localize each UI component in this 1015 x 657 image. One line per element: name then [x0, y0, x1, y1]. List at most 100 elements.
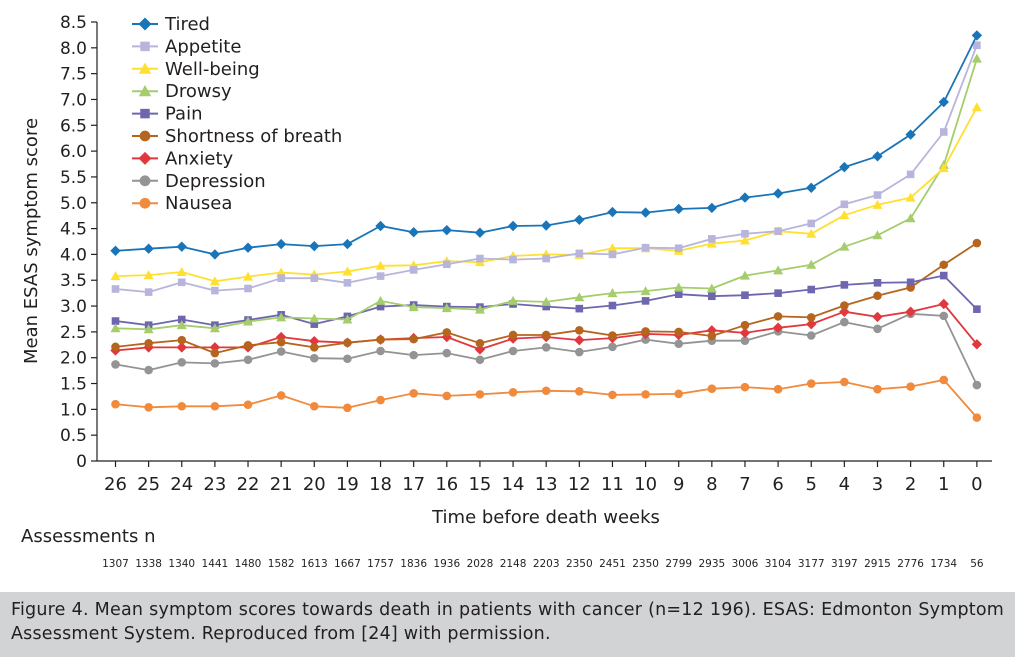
- data-point-drowsy: [508, 295, 519, 305]
- data-point-drowsy: [408, 302, 419, 312]
- data-point-tired: [673, 203, 684, 215]
- data-point-depression: [144, 365, 153, 375]
- x-tick-label: 2: [905, 474, 916, 495]
- data-point-depression: [111, 360, 120, 369]
- data-point-pain: [939, 271, 948, 280]
- data-point-appetite: [608, 250, 617, 259]
- assessment-count: 2451: [599, 558, 626, 570]
- data-point-appetite: [177, 278, 186, 287]
- data-point-shortness-of-breath: [939, 260, 949, 270]
- data-point-tired: [607, 206, 618, 218]
- y-tick-label: 5.0: [60, 194, 87, 214]
- legend-item-drowsy: Drowsy: [132, 81, 232, 102]
- data-point-depression: [475, 355, 485, 365]
- assessment-count: 3006: [732, 558, 759, 570]
- data-point-anxiety: [938, 298, 949, 310]
- x-tick-label: 6: [772, 474, 783, 495]
- data-point-appetite: [973, 41, 981, 50]
- data-point-drowsy: [309, 313, 320, 323]
- data-point-tired: [540, 220, 552, 231]
- assessment-count: 2915: [864, 558, 891, 570]
- data-point-anxiety: [971, 339, 983, 350]
- data-point-appetite: [575, 249, 584, 258]
- legend-label: Shortness of breath: [165, 126, 342, 147]
- data-point-depression: [939, 311, 949, 321]
- data-point-shortness-of-breath: [575, 326, 584, 335]
- data-point-appetite: [443, 260, 451, 269]
- legend-label: Tired: [164, 14, 210, 35]
- data-point-nausea: [309, 401, 319, 411]
- data-point-depression: [508, 346, 518, 356]
- data-point-nausea: [243, 400, 253, 410]
- series-nausea: [111, 375, 982, 422]
- legend-item-appetite: Appetite: [132, 36, 241, 57]
- y-tick-label: 4.0: [60, 245, 87, 265]
- data-point-pain: [177, 315, 186, 324]
- x-tick-label: 0: [971, 474, 982, 495]
- data-point-well-being: [375, 260, 386, 270]
- data-point-anxiety: [905, 306, 916, 317]
- data-point-depression: [641, 335, 650, 344]
- data-point-appetite: [476, 254, 484, 263]
- legend-swatch-marker: [138, 62, 152, 74]
- data-point-drowsy: [706, 283, 717, 293]
- data-point-shortness-of-breath: [773, 312, 783, 321]
- data-point-pain: [807, 285, 816, 294]
- y-tick-label: 2.0: [60, 349, 87, 369]
- x-tick-label: 23: [203, 474, 226, 495]
- legend-item-well-being: Well-being: [132, 59, 260, 80]
- data-point-nausea: [641, 390, 650, 399]
- data-point-shortness-of-breath: [376, 335, 385, 344]
- data-point-well-being: [110, 271, 121, 281]
- data-point-depression: [243, 355, 253, 365]
- data-point-depression: [740, 336, 750, 345]
- data-point-drowsy: [839, 241, 850, 251]
- data-point-well-being: [342, 266, 353, 276]
- assessment-count: 1338: [135, 558, 162, 570]
- line-chart: 0 0.5 1.0 1.5 2.0 2.5 3.0 3.5 4.0 4.5 5.0 5.5 6.0 6.5…: [21, 13, 992, 570]
- data-point-appetite: [807, 219, 816, 228]
- data-point-shortness-of-breath: [972, 238, 982, 248]
- series-shortness-of-breath: [111, 238, 982, 358]
- data-point-tired: [342, 238, 353, 250]
- data-point-nausea: [442, 391, 452, 401]
- data-point-well-being: [176, 266, 187, 276]
- data-point-tired: [110, 245, 121, 256]
- data-point-nausea: [906, 382, 915, 391]
- x-tick-label: 16: [435, 474, 458, 495]
- data-point-tired: [839, 161, 850, 173]
- data-point-tired: [905, 129, 916, 140]
- x-tick-label: 18: [369, 474, 392, 495]
- data-point-shortness-of-breath: [243, 341, 253, 350]
- data-point-drowsy: [474, 304, 485, 314]
- data-point-drowsy: [673, 282, 684, 292]
- data-point-appetite: [939, 128, 948, 136]
- series-drowsy: [110, 53, 982, 334]
- data-point-appetite: [774, 227, 782, 235]
- x-tick-label: 5: [806, 474, 817, 495]
- legend-item-shortness-of-breath: Shortness of breath: [132, 126, 342, 147]
- data-point-anxiety: [309, 335, 320, 347]
- data-point-pain: [641, 297, 650, 305]
- data-point-drowsy: [276, 312, 287, 322]
- data-point-depression: [608, 342, 617, 352]
- data-point-nausea: [740, 382, 750, 392]
- y-tick-label: 4.5: [60, 220, 87, 240]
- data-point-well-being: [905, 192, 916, 202]
- y-tick-label: 0.5: [60, 426, 87, 446]
- data-point-nausea: [111, 399, 120, 409]
- data-point-anxiety: [839, 306, 850, 317]
- data-point-shortness-of-breath: [806, 313, 816, 322]
- data-point-appetite: [674, 244, 683, 253]
- data-point-shortness-of-breath: [508, 330, 518, 340]
- data-point-well-being: [872, 199, 883, 209]
- data-point-well-being: [938, 163, 949, 173]
- legend-swatch-marker: [140, 108, 150, 119]
- y-axis-label: Mean ESAS symptom score: [21, 118, 42, 364]
- x-tick-label: 19: [336, 474, 359, 495]
- x-tick-label: 9: [673, 474, 684, 495]
- data-point-nausea: [608, 390, 617, 400]
- data-point-depression: [873, 324, 882, 334]
- series-tired: [110, 30, 983, 260]
- assessment-count: 3197: [831, 558, 858, 570]
